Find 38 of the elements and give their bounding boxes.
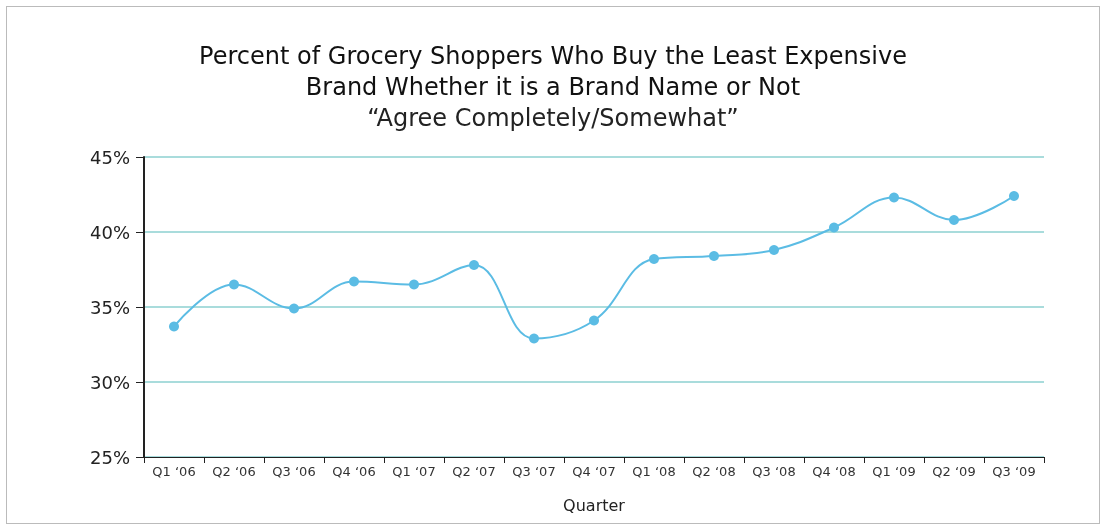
y-tick-label: 30% [89,371,130,393]
y-tick-label: 35% [89,296,130,318]
point [409,279,419,290]
chart-subtitle: “Agree Completely/Somewhat” [367,104,739,132]
y-tick-label: 40% [89,221,130,243]
x-tick-label: Q4 ‘06 [332,464,376,479]
point [229,279,239,290]
point [889,192,899,203]
x-tick-label: Q4 ‘07 [572,464,616,479]
point [1009,191,1019,201]
x-tick-label: Q1 ‘07 [392,464,436,479]
x-tick-label: Q1 ‘06 [152,464,196,479]
point [169,321,179,332]
x-tick-label: Q1 ‘09 [872,464,916,479]
x-tick-label: Q3 ‘08 [752,464,796,479]
point [709,251,719,261]
x-tick-label: Q2 ‘07 [452,464,496,479]
x-tick-label: Q3 ‘06 [272,464,316,479]
x-tick-label: Q3 ‘07 [512,464,556,479]
x-tick-label: Q1 ‘08 [632,464,676,479]
point [529,333,539,344]
x-tick-label: Q2 ‘08 [692,464,736,479]
point [469,260,479,270]
x-axis-title: Quarter [563,495,626,515]
y-tick-label: 25% [89,446,130,468]
point [349,276,359,287]
y-tick-label: 45% [89,146,130,168]
point [649,254,659,264]
point [829,222,839,233]
x-tick-label: Q2 ‘09 [932,464,976,479]
chart-title: Percent of Grocery Shoppers Who Buy the Least Expensive Brand Whether it is a Brand Name or Not [199,41,907,101]
point [769,245,779,255]
point [949,215,959,225]
x-tick-label: Q3 ‘09 [992,464,1036,479]
x-tick-label: Q4 ‘08 [812,464,856,479]
x-tick-label: Q2 ‘06 [212,464,256,479]
point [589,315,599,326]
point [289,303,299,314]
